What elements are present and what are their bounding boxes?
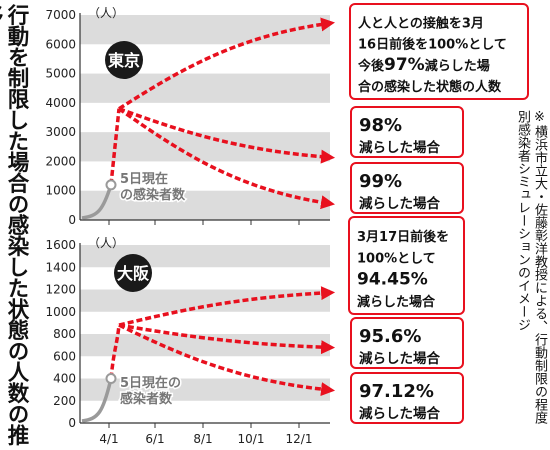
current-count-marker [105,373,117,384]
scenario-line-1 [118,323,336,355]
x-tick-label: 12/1 [286,432,313,446]
grid-band [80,378,330,401]
callout-line: 減らした場合 [359,139,440,156]
observed-curve [81,378,113,423]
y-tick-label: 200 [53,394,76,408]
y-tick-label: 400 [53,372,76,386]
callout-line: 減らした場合 [359,350,440,367]
callout-text: 3月17日前後を [357,229,449,245]
callout-box-2 [350,372,464,424]
grid-band [80,15,330,45]
callout-text: 減らした場 [425,58,490,74]
callout-line: 16日前後を100%として [358,37,507,53]
grid-band [80,190,330,220]
current-count-marker [105,179,117,191]
callout-percent: 94.45% [357,269,428,289]
y-tick-label: 600 [53,349,76,363]
callout-percent: 97% [384,55,425,75]
callout-line: 95.6% [359,326,421,347]
callout-line: 人と人との接触を3月 [358,15,484,31]
callout-box-0 [349,3,529,100]
callout-line: 3月17日前後を [357,229,449,245]
callout-text: 減らした場合 [359,139,440,156]
callout-line: 99% [359,171,402,192]
y-unit-label: （人） [88,236,124,250]
callout-text: 減らした場合 [359,195,440,212]
marker-label: の感染者数 [120,187,186,203]
callout-box-0 [348,216,465,315]
callout-text: 16日前後を100%として [358,37,507,53]
callout-box-2 [350,162,464,214]
y-tick-label: 6000 [45,37,76,51]
y-tick-label: 4000 [45,96,76,110]
callout-line: 今後97%減らした場 [357,55,490,75]
callout-line: 97.12% [359,381,434,402]
marker-label-halo: 5日現在の [120,375,181,391]
marker-label-halo: 感染者数 [120,391,173,407]
y-tick-label: 1000 [45,184,76,198]
callout-text: 今後 [357,58,385,74]
callout-text: 減らした場合 [359,350,440,367]
panel-1: 0 200 400 600 800 1000 1200 1400 1600 （人） 4/1 6/1 8/… [45,216,465,446]
city-badge [105,41,143,79]
callout-percent: 98% [359,115,402,136]
callout-text: 減らした場合 [357,294,436,310]
marker-label: 感染者数 [120,391,173,407]
y-tick-label: 5000 [45,67,76,81]
callout-percent: 95.6% [359,326,421,347]
callout-box-1 [350,317,464,369]
marker-label: 5日現在の [120,375,181,391]
y-unit-label: （人） [88,6,124,20]
grid-band [80,334,330,357]
callout-line: 減らした場合 [359,405,440,422]
scenario-line-2 [118,323,336,397]
scenario-line-2 [117,107,335,210]
callout-text: 100%として [357,252,436,267]
y-tick-label: 1200 [45,283,76,297]
main-title: 行動を制限した場合の感染した状態の人数の推移 [0,4,29,445]
y-tick-label: 0 [68,416,76,430]
callout-line: 減らした場合 [359,195,440,212]
x-tick-label: 10/1 [238,432,265,446]
y-tick-label: 1600 [45,238,76,252]
callout-line: 94.45% [357,269,428,289]
y-tick-label: 7000 [45,8,76,22]
x-tick-label: 4/1 [99,432,118,446]
callout-line: 減らした場合 [357,294,436,310]
callout-percent: 97.12% [359,381,434,402]
city-badge-label: 大阪 [117,264,150,283]
callout-line: 100%として [357,252,436,267]
callout-line: 合の感染した状態の人数 [358,79,502,95]
callout-text: 人と人との接触を3月 [358,15,484,31]
marker-label-halo: の感染者数 [120,187,186,203]
source-note: ※横浜市立大・佐藤彰洋教授による、行動制限の程度別感染者シミュレーションのイメー… [515,110,547,424]
y-tick-label: 800 [53,327,76,341]
callout-text: 減らした場合 [359,405,440,422]
grid-band [80,289,330,312]
callout-line: 98% [359,115,402,136]
marker-label: 5日現在 [120,171,168,187]
scenario-line-0 [118,286,336,327]
scenario-line-0 [118,17,336,111]
x-tick-label: 8/1 [193,432,212,446]
y-tick-label: 0 [68,213,76,227]
y-tick-label: 3000 [45,125,76,139]
y-tick-label: 2000 [45,154,76,168]
callout-box-1 [350,106,464,158]
city-badge-label: 東京 [108,51,140,70]
scenario-line-1 [118,107,336,164]
marker-label-halo: 5日現在 [120,171,168,187]
projected-rise [109,324,121,379]
observed-curve [81,184,113,220]
callout-percent: 99% [359,171,402,192]
grid-band [80,73,330,103]
city-badge [114,254,152,292]
callout-text: 合の感染した状態の人数 [358,79,502,95]
y-tick-label: 1000 [45,305,76,319]
y-tick-label: 1400 [45,260,76,274]
x-tick-label: 6/1 [145,432,164,446]
